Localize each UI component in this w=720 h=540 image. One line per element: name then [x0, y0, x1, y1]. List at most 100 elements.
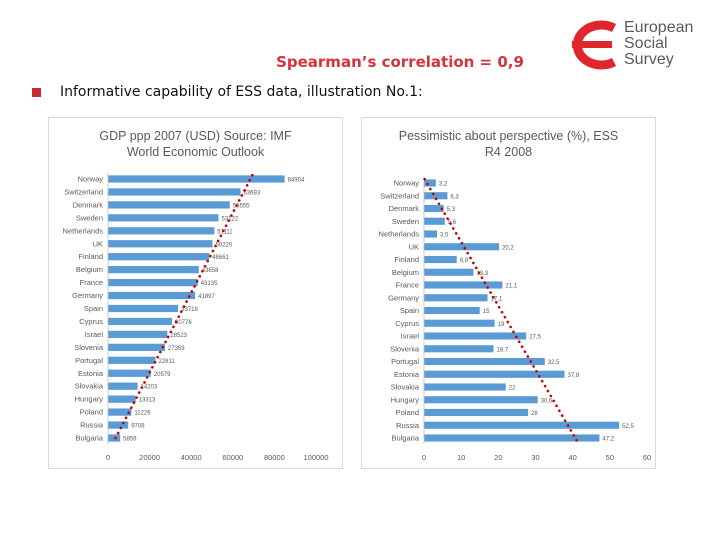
gdp-bar [108, 356, 156, 364]
pessimism-category-label: Cyprus [395, 319, 419, 328]
pessimism-bar [424, 332, 527, 340]
gdp-category-label: Slovakia [75, 382, 104, 391]
logo-line-3: Survey [624, 51, 674, 68]
gdp-data-label: 27359 [168, 346, 185, 352]
gdp-category-label: Germany [72, 291, 103, 300]
gdp-tick-label: 80000 [264, 453, 285, 462]
pessimism-bar [424, 243, 500, 251]
pessimism-category-label: Poland [396, 408, 419, 417]
pessimism-data-label: 19 [498, 322, 505, 328]
gdp-category-label: France [80, 278, 103, 287]
gdp-data-label: 63693 [243, 190, 260, 196]
pessimism-bar [424, 370, 565, 378]
gdp-category-label: Hungary [75, 395, 104, 404]
gdp-chart-title-line-1: GDP ppp 2007 (USD) Source: IMF [99, 129, 292, 143]
ess-logo-mark [572, 20, 617, 70]
gdp-data-label: 33718 [181, 307, 198, 313]
gdp-data-label: 84904 [288, 178, 305, 184]
gdp-category-label: UK [93, 239, 103, 248]
pessimism-category-label: UK [409, 242, 419, 251]
gdp-data-label: 22811 [158, 359, 175, 365]
bullet-text: Informative capability of ESS data, illu… [60, 84, 423, 100]
gdp-category-label: Estonia [78, 369, 104, 378]
pessimism-bar [424, 294, 488, 302]
gdp-category-label: Norway [78, 175, 104, 184]
pessimism-bar [424, 357, 545, 366]
bullet-marker [32, 88, 41, 97]
pessimism-category-label: Israel [401, 332, 420, 341]
gdp-data-label: 5859 [123, 437, 137, 443]
gdp-bar [108, 304, 179, 313]
pessimism-tick-label: 30 [531, 453, 539, 462]
gdp-bar [108, 214, 219, 222]
pessimism-tick-label: 40 [568, 453, 576, 462]
pessimism-bar [424, 204, 444, 213]
pessimism-data-label: 22 [509, 386, 516, 392]
gdp-data-label: 51111 [217, 229, 233, 235]
pessimism-tick-label: 60 [643, 453, 651, 462]
pessimism-category-label: Finland [394, 255, 419, 264]
gdp-chart-plot: Norway 84904 Switzerland 63693 Denmark 58555 S… [63, 172, 329, 462]
gdp-data-label: 48661 [212, 255, 229, 261]
gdp-bar [108, 291, 196, 300]
pessimism-bar [424, 319, 495, 327]
gdp-data-label: 13313 [139, 398, 156, 404]
pessimism-data-label: 21,1 [505, 284, 517, 290]
gdp-tick-label: 20000 [139, 453, 160, 462]
pessimism-tick-label: 10 [457, 453, 465, 462]
pessimism-trendline [423, 177, 579, 444]
pessimism-bar [424, 217, 445, 225]
pessimism-category-label: France [396, 281, 419, 290]
gdp-data-label: 43658 [202, 268, 219, 274]
pessimism-data-label: 30,6 [541, 398, 553, 404]
gdp-bar [108, 278, 198, 287]
pessimism-bar [424, 408, 529, 417]
pessimism-data-label: 3,2 [439, 182, 448, 188]
pessimism-chart-title-line-1: Pessimistic about perspective (%), ESS [398, 129, 619, 143]
pessimism-category-label: Denmark [389, 204, 420, 213]
pessimism-data-label: 8,8 [460, 258, 469, 264]
gdp-category-label: Belgium [76, 265, 103, 274]
ess-logo: European Social Survey [562, 16, 702, 72]
pessimism-category-label: Switzerland [380, 191, 419, 200]
logo-line-2: Social [624, 35, 668, 52]
pessimism-chart-panel: Pessimistic about perspective (%), ESS R… [361, 117, 656, 469]
pessimism-data-label: 17,1 [491, 296, 503, 302]
pessimism-category-label: Belgium [392, 268, 419, 277]
pessimism-category-label: Slovenia [390, 344, 420, 353]
pessimism-data-label: 20,2 [502, 245, 514, 251]
logo-line-1: European [624, 19, 694, 36]
gdp-category-label: Bulgaria [75, 434, 103, 443]
pessimism-bar [424, 306, 480, 315]
gdp-bar [108, 227, 215, 235]
gdp-chart-title: GDP ppp 2007 (USD) Source: IMF World Eco… [49, 128, 342, 160]
pessimism-bar [424, 281, 503, 289]
gdp-data-label: 20579 [154, 372, 171, 378]
gdp-category-label: Switzerland [64, 187, 103, 196]
gdp-bar [108, 343, 165, 351]
pessimism-data-label: 5,3 [447, 207, 456, 213]
gdp-tick-label: 60000 [222, 453, 243, 462]
pessimism-data-label: 6,3 [450, 194, 459, 200]
gdp-data-label: 53122 [221, 216, 238, 222]
pessimism-tick-label: 20 [494, 453, 502, 462]
pessimism-bar [424, 268, 474, 276]
pessimism-category-label: Sweden [392, 217, 419, 226]
pessimism-bar [424, 230, 438, 238]
gdp-data-label: 14203 [141, 385, 158, 391]
gdp-data-label: 58555 [233, 203, 250, 209]
gdp-bar [108, 369, 151, 377]
ess-logo-text: European Social Survey [624, 20, 693, 68]
gdp-category-label: Spain [84, 304, 103, 313]
gdp-bar [108, 408, 132, 416]
headline: Spearman’s correlation = 0,9 [276, 53, 524, 71]
pessimism-category-label: Portugal [391, 357, 419, 366]
gdp-chart-title-line-2: World Economic Outlook [126, 145, 265, 159]
pessimism-data-label: 28 [531, 411, 538, 417]
gdp-data-label: 11226 [134, 411, 151, 417]
pessimism-bar [424, 179, 436, 187]
gdp-bar [108, 175, 285, 183]
gdp-category-label: Finland [78, 252, 103, 261]
gdp-data-label: 30776 [175, 320, 192, 326]
gdp-category-label: Russia [80, 421, 104, 430]
